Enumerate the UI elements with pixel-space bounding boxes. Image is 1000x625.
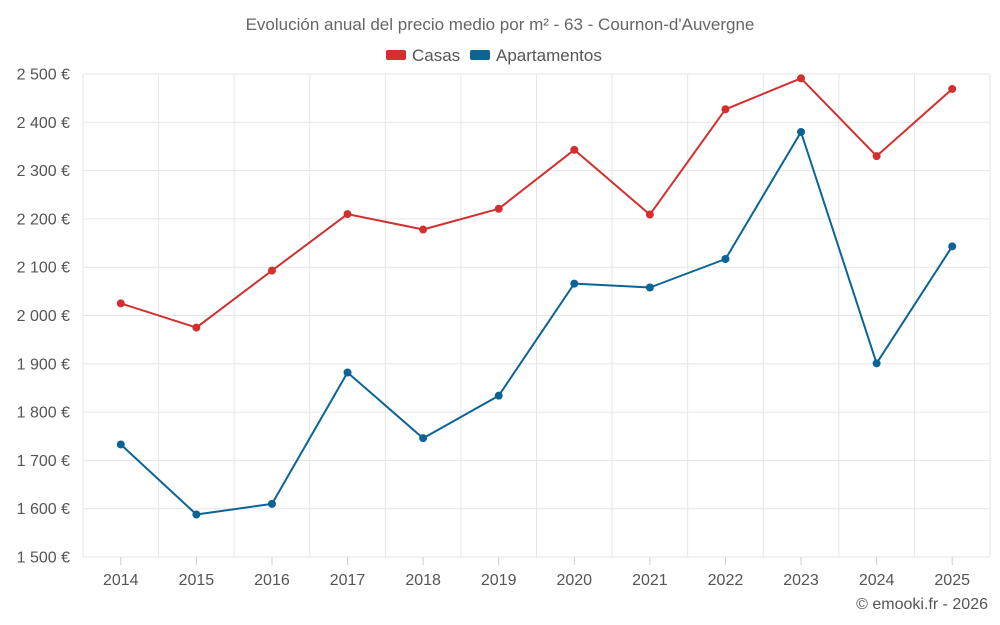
x-tick-label: 2022 (708, 572, 744, 589)
y-tick-label: 2 200 € (17, 211, 70, 228)
data-point-casas[interactable] (494, 204, 503, 213)
data-point-casas[interactable] (419, 225, 428, 234)
x-tick-label: 2014 (103, 572, 139, 589)
x-tick-label: 2018 (405, 572, 441, 589)
data-point-apartamentos[interactable] (116, 440, 125, 449)
credit-text: © emooki.fr - 2026 (856, 596, 988, 613)
series-layer (116, 74, 957, 519)
legend-swatch-apartamentos (470, 50, 490, 60)
legend-label-apartamentos: Apartamentos (496, 46, 602, 65)
data-point-casas[interactable] (872, 152, 881, 161)
data-point-apartamentos[interactable] (343, 368, 352, 377)
x-tick-label: 2025 (934, 572, 970, 589)
x-tick-label: 2023 (783, 572, 819, 589)
y-tick-label: 2 400 € (17, 115, 70, 132)
y-tick-label: 2 100 € (17, 260, 70, 277)
x-tick-label: 2019 (481, 572, 517, 589)
data-point-casas[interactable] (192, 323, 201, 332)
data-point-apartamentos[interactable] (419, 434, 428, 443)
series-line-apartamentos (120, 131, 954, 516)
y-tick-label: 1 900 € (17, 356, 70, 373)
data-point-casas[interactable] (267, 266, 276, 275)
legend-item-casas[interactable]: Casas (386, 46, 460, 65)
x-tick-label: 2021 (632, 572, 668, 589)
y-tick-label: 1 700 € (17, 453, 70, 470)
x-axis: 2014 2015 2016 2017 2018 2019 2020 2021 2022 2023… (103, 557, 970, 589)
x-tick-label: 2017 (330, 572, 366, 589)
x-tick-label: 2020 (556, 572, 592, 589)
legend-item-apartamentos[interactable]: Apartamentos (470, 46, 602, 65)
data-point-apartamentos[interactable] (872, 359, 881, 368)
x-tick-label: 2016 (254, 572, 290, 589)
data-point-casas[interactable] (116, 299, 125, 308)
legend-label-casas: Casas (412, 46, 460, 65)
y-tick-label: 1 600 € (17, 501, 70, 518)
series-line-casas (120, 77, 953, 329)
data-point-casas[interactable] (570, 145, 579, 154)
legend[interactable]: Casas Apartamentos (386, 46, 602, 65)
series-apartamentos (116, 127, 957, 519)
y-tick-label: 2 500 € (17, 67, 70, 84)
data-point-apartamentos[interactable] (267, 499, 276, 508)
y-tick-label: 1 500 € (17, 550, 70, 567)
chart-title: Evolución anual del precio medio por m² … (246, 15, 755, 34)
y-tick-label: 2 000 € (17, 308, 70, 325)
data-point-apartamentos[interactable] (797, 127, 806, 136)
y-tick-label: 1 800 € (17, 405, 70, 422)
x-tick-label: 2024 (859, 572, 895, 589)
data-point-apartamentos[interactable] (570, 279, 579, 288)
data-point-casas[interactable] (948, 84, 957, 93)
data-point-apartamentos[interactable] (948, 242, 957, 251)
data-point-apartamentos[interactable] (645, 283, 654, 292)
data-point-casas[interactable] (797, 74, 806, 83)
data-point-casas[interactable] (721, 105, 730, 114)
data-point-apartamentos[interactable] (192, 510, 201, 519)
legend-swatch-casas (386, 50, 406, 60)
x-tick-label: 2015 (179, 572, 215, 589)
y-tick-label: 2 300 € (17, 163, 70, 180)
data-point-casas[interactable] (645, 210, 654, 219)
data-point-apartamentos[interactable] (494, 391, 503, 400)
data-point-casas[interactable] (343, 210, 352, 219)
y-axis: 1 500 € 1 600 € 1 700 € 1 800 € 1 900 € 2 000… (17, 67, 70, 567)
series-casas (116, 74, 957, 332)
grid (82, 73, 991, 558)
data-point-apartamentos[interactable] (721, 254, 730, 263)
